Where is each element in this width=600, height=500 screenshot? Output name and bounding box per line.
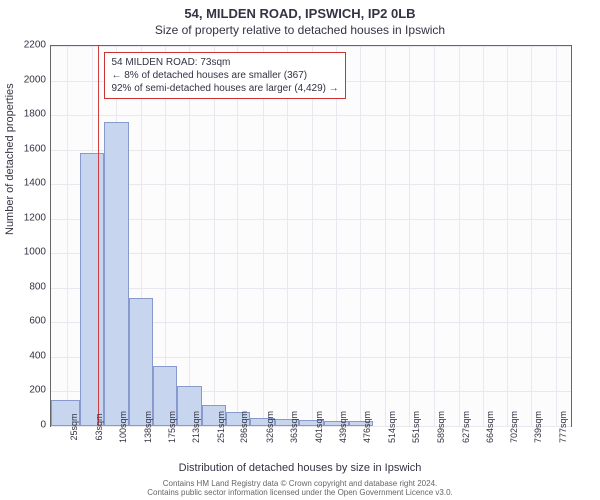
gridline-v — [483, 46, 484, 426]
xtick-label: 100sqm — [118, 411, 128, 443]
ytick-label: 2200 — [24, 40, 46, 51]
xtick-label: 251sqm — [216, 411, 226, 443]
gridline-v — [263, 46, 264, 426]
gridline-v — [459, 46, 460, 426]
ytick-label: 1800 — [24, 109, 46, 120]
ytick-label: 1600 — [24, 143, 46, 154]
xtick-label: 326sqm — [265, 411, 275, 443]
xtick-label: 138sqm — [143, 411, 153, 443]
gridline-v — [409, 46, 410, 426]
gridline-v — [287, 46, 288, 426]
xtick-label: 627sqm — [461, 411, 471, 443]
histogram-bar — [104, 122, 129, 426]
xtick-label: 213sqm — [191, 411, 201, 443]
footer-line1: Contains HM Land Registry data © Crown c… — [0, 479, 600, 489]
title-main: 54, MILDEN ROAD, IPSWICH, IP2 0LB — [0, 0, 600, 21]
xtick-label: 551sqm — [411, 411, 421, 443]
gridline-v — [531, 46, 532, 426]
ytick-label: 800 — [29, 281, 46, 292]
xtick-label: 63sqm — [94, 413, 104, 440]
ytick-label: 1200 — [24, 212, 46, 223]
xtick-label: 363sqm — [289, 411, 299, 443]
gridline-v — [336, 46, 337, 426]
annotation-box: 54 MILDEN ROAD: 73sqm← 8% of detached ho… — [104, 52, 345, 99]
histogram-bar — [80, 153, 105, 426]
xtick-label: 664sqm — [485, 411, 495, 443]
title-sub: Size of property relative to detached ho… — [0, 21, 600, 37]
ytick-label: 200 — [29, 385, 46, 396]
annotation-line3: 92% of semi-detached houses are larger (… — [111, 82, 338, 95]
ytick-label: 0 — [40, 420, 46, 431]
xtick-label: 702sqm — [509, 411, 519, 443]
footer: Contains HM Land Registry data © Crown c… — [0, 479, 600, 498]
ytick-label: 400 — [29, 350, 46, 361]
xtick-label: 439sqm — [338, 411, 348, 443]
ytick-label: 600 — [29, 316, 46, 327]
reference-line — [98, 46, 99, 426]
gridline-v — [214, 46, 215, 426]
ytick-label: 2000 — [24, 74, 46, 85]
xtick-label: 401sqm — [314, 411, 324, 443]
gridline-v — [237, 46, 238, 426]
x-axis-label: Distribution of detached houses by size … — [0, 462, 600, 474]
xtick-label: 739sqm — [533, 411, 543, 443]
ytick-label: 1000 — [24, 247, 46, 258]
xtick-label: 777sqm — [558, 411, 568, 443]
annotation-line1: 54 MILDEN ROAD: 73sqm — [111, 56, 338, 69]
gridline-v — [312, 46, 313, 426]
xtick-label: 25sqm — [69, 413, 79, 440]
xtick-label: 286sqm — [239, 411, 249, 443]
gridline-v — [385, 46, 386, 426]
histogram-bar — [129, 298, 153, 426]
plot-area: 54 MILDEN ROAD: 73sqm← 8% of detached ho… — [50, 45, 572, 427]
ytick-label: 1400 — [24, 178, 46, 189]
gridline-v — [360, 46, 361, 426]
xtick-label: 175sqm — [167, 411, 177, 443]
footer-line2: Contains public sector information licen… — [0, 488, 600, 498]
xtick-label: 589sqm — [436, 411, 446, 443]
annotation-line2: ← 8% of detached houses are smaller (367… — [111, 69, 338, 82]
gridline-v — [189, 46, 190, 426]
chart-container: 54, MILDEN ROAD, IPSWICH, IP2 0LB Size o… — [0, 0, 600, 500]
gridline-v — [434, 46, 435, 426]
xtick-label: 476sqm — [362, 411, 372, 443]
y-axis-label: Number of detached properties — [4, 83, 16, 235]
gridline-v — [67, 46, 68, 426]
gridline-v — [556, 46, 557, 426]
gridline-v — [507, 46, 508, 426]
xtick-label: 514sqm — [387, 411, 397, 443]
